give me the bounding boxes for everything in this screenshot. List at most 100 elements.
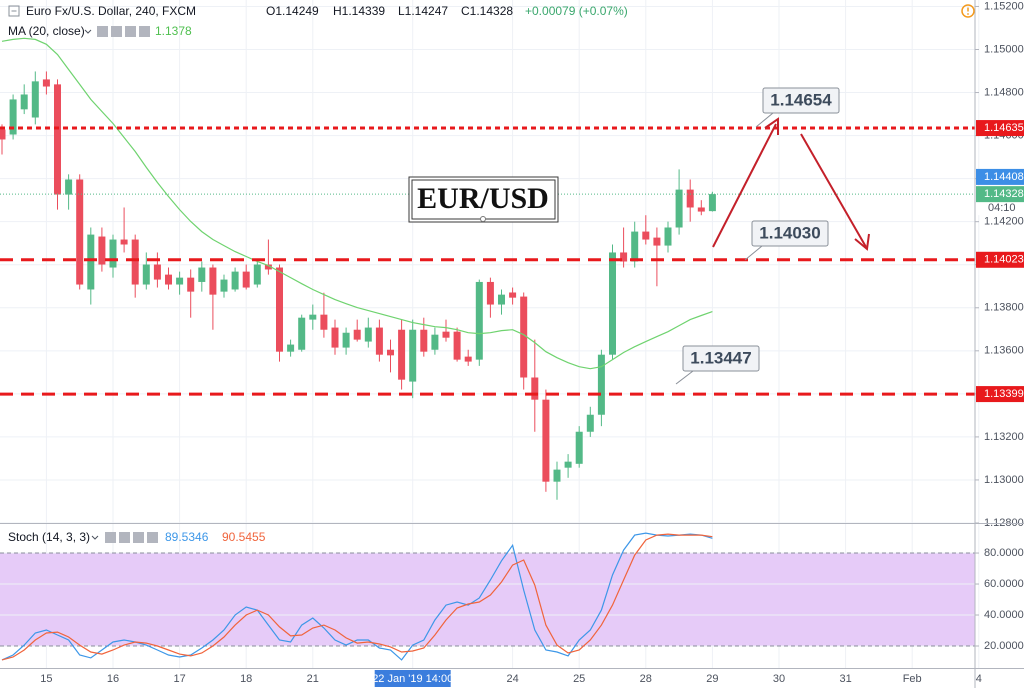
candle-body: [353, 329, 361, 340]
candle-body: [320, 314, 328, 330]
candle-body: [87, 234, 95, 290]
candle-body: [498, 294, 505, 305]
x-tick-label: Feb: [903, 673, 922, 685]
candle-body: [575, 431, 583, 464]
indicator-value: 90.5455: [222, 530, 266, 544]
indicator-name: MA (20, close): [8, 24, 85, 38]
candle-body: [54, 84, 61, 195]
candle-body: [142, 264, 150, 285]
candle-body: [531, 377, 539, 400]
eye-icon[interactable]: [105, 532, 116, 543]
candle-body: [276, 267, 283, 352]
candle-body: [553, 469, 561, 482]
candle-body: [120, 239, 128, 245]
crosshair-label-box: [374, 670, 451, 687]
candle-body: [109, 239, 117, 268]
y-tick-label: 20.0000: [984, 640, 1024, 652]
candle-body: [76, 179, 84, 285]
candle-body: [398, 329, 406, 380]
countdown-box: [976, 200, 1024, 216]
crosshair-label: 22 Jan '19 14:00: [372, 673, 453, 685]
candle-body: [165, 274, 172, 285]
change: +0.00079 (+0.07%): [525, 4, 628, 18]
candle-body: [331, 327, 339, 348]
stoch-line: [1, 532, 713, 661]
y-tick-label: 1.13000: [984, 474, 1024, 486]
candle-body: [664, 227, 672, 246]
candle-body: [264, 264, 272, 270]
candle-body: [153, 264, 161, 280]
ohlc-readout: C1.14328: [461, 4, 513, 18]
warning-icon[interactable]: [961, 4, 975, 18]
y-tick-label: 60.0000: [984, 578, 1024, 590]
y-tick-label: 40.0000: [984, 609, 1024, 621]
candle-body: [387, 349, 394, 356]
candle-body: [209, 267, 217, 295]
callout-label: 1.14654: [770, 90, 832, 109]
stoch-line: [1, 533, 713, 661]
dropdown-icon[interactable]: [84, 29, 92, 34]
candle-body: [631, 231, 639, 262]
candle-body: [9, 99, 17, 135]
candle-body: [697, 207, 705, 212]
format-icon[interactable]: [125, 26, 136, 37]
arrowhead: [854, 233, 870, 251]
ohlc-readout: H1.14339: [333, 4, 385, 18]
arrow: [800, 133, 867, 248]
callout: [682, 345, 760, 372]
candle-body: [287, 344, 295, 352]
x-tick-label: 31: [839, 673, 851, 685]
candle-body: [409, 329, 417, 382]
candle-body: [509, 292, 517, 298]
y-tick-label: 1.14800: [984, 86, 1024, 98]
eye-icon[interactable]: [97, 26, 108, 37]
candle-body: [486, 281, 494, 305]
handle: [480, 216, 486, 222]
candle-body: [375, 327, 383, 355]
callout: [762, 87, 840, 114]
countdown: 04:10: [988, 202, 1016, 214]
close-icon[interactable]: [147, 532, 158, 543]
candle-body: [609, 252, 616, 355]
warning-icon: [967, 13, 969, 15]
candle-body: [65, 179, 73, 195]
x-tick-label: 17: [173, 673, 185, 685]
callout: [751, 220, 829, 247]
price-marker-box: [976, 168, 1024, 185]
indicator-value: 1.1378: [155, 24, 192, 38]
candle-body: [642, 231, 650, 240]
x-tick-label: 16: [107, 673, 119, 685]
symbol: Euro Fx/U.S. Dollar, 240, FXCM: [26, 4, 196, 18]
candle-body: [431, 334, 439, 350]
candle-body: [20, 94, 28, 110]
callout-label: 1.14030: [759, 223, 820, 242]
candle-body: [453, 331, 461, 360]
candle-body: [0, 129, 6, 140]
format-icon[interactable]: [133, 532, 144, 543]
collapse-icon[interactable]: [8, 5, 20, 17]
title-box: [408, 176, 559, 223]
moving-average: [1, 37, 713, 370]
candle-body: [187, 277, 195, 292]
callout-pointer: [675, 370, 694, 385]
candle-body: [708, 194, 716, 212]
price-label: 1.14023: [984, 254, 1024, 266]
candle-body: [686, 189, 694, 208]
candle-body: [253, 264, 261, 285]
ohlc-readout: L1.14247: [398, 4, 448, 18]
settings-icon[interactable]: [111, 26, 122, 37]
x-tick-label: 28: [640, 673, 652, 685]
candle-body: [98, 236, 106, 265]
settings-icon[interactable]: [119, 532, 130, 543]
dropdown-icon[interactable]: [91, 535, 99, 540]
indicator-value: 89.5346: [165, 530, 209, 544]
close-icon[interactable]: [139, 26, 150, 37]
candle-body: [31, 81, 39, 118]
arrowhead: [764, 117, 779, 135]
candle-body: [176, 277, 184, 285]
price-label-box: [976, 120, 1024, 137]
callout-pointer: [755, 112, 774, 128]
x-tick-label: 18: [240, 673, 252, 685]
